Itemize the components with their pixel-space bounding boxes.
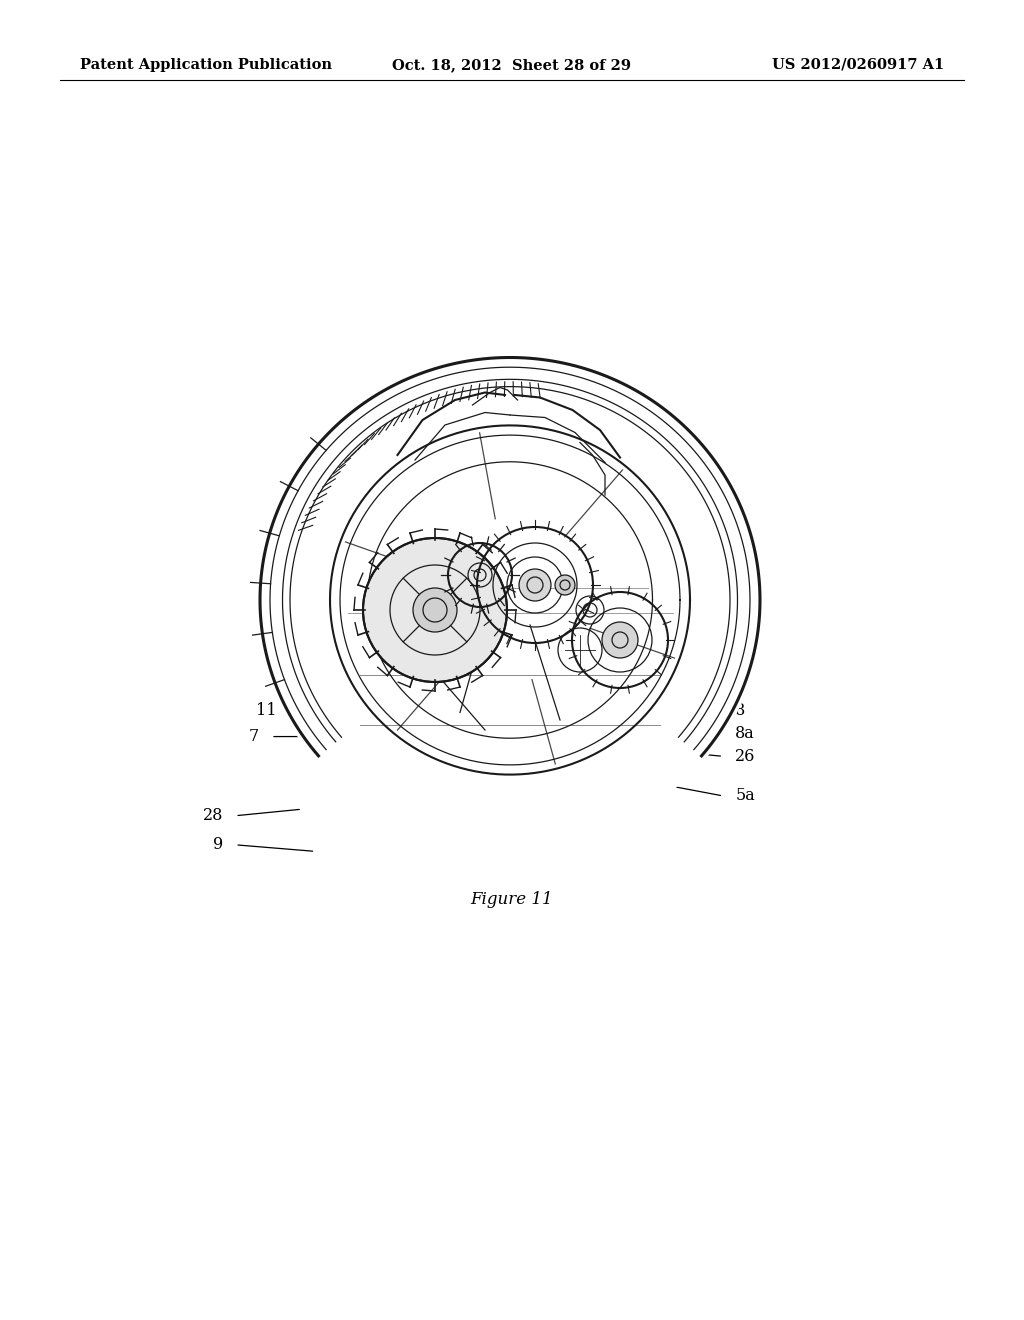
Text: Patent Application Publication: Patent Application Publication	[80, 58, 332, 73]
Text: 28: 28	[203, 808, 223, 824]
Circle shape	[362, 539, 507, 682]
Text: 5a: 5a	[735, 788, 755, 804]
Text: Figure 11: Figure 11	[471, 891, 553, 908]
Text: 11: 11	[256, 702, 276, 718]
Text: 8a: 8a	[735, 726, 755, 742]
Circle shape	[519, 569, 551, 601]
Text: US 2012/0260917 A1: US 2012/0260917 A1	[772, 58, 944, 73]
Text: 7: 7	[249, 729, 259, 744]
Circle shape	[555, 576, 575, 595]
Ellipse shape	[255, 352, 765, 847]
Text: 9: 9	[213, 837, 223, 853]
Text: 26: 26	[735, 748, 756, 764]
Text: 8: 8	[735, 702, 745, 718]
Text: Oct. 18, 2012  Sheet 28 of 29: Oct. 18, 2012 Sheet 28 of 29	[392, 58, 632, 73]
Circle shape	[602, 622, 638, 657]
Circle shape	[413, 587, 457, 632]
